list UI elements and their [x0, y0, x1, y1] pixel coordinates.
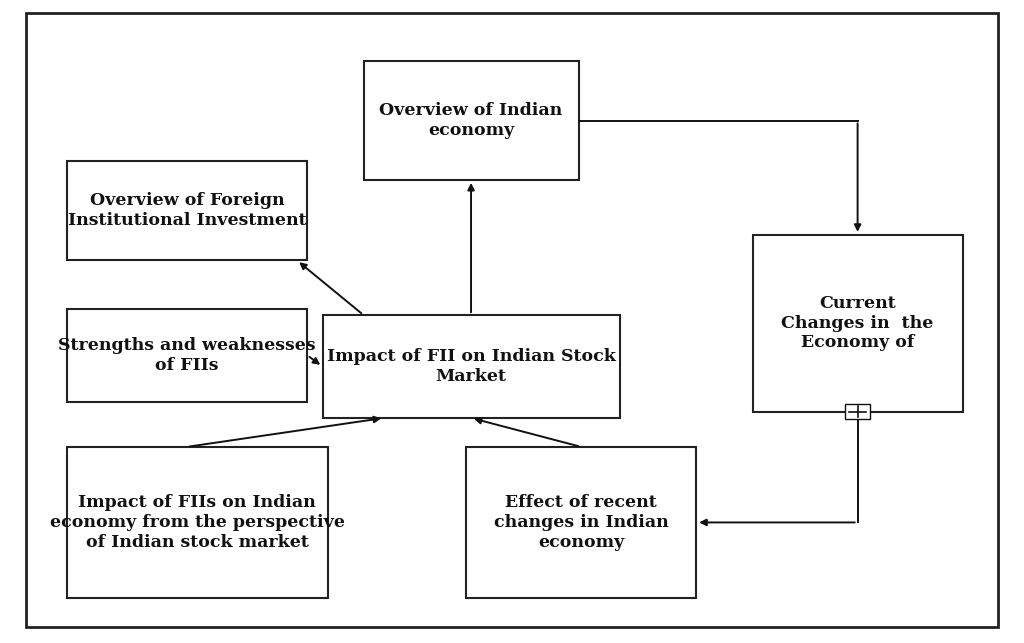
Bar: [67, 309, 307, 402]
Text: Impact of FIIs on Indian
economy from the perspective
of Indian stock market: Impact of FIIs on Indian economy from th…: [49, 494, 345, 550]
Bar: [466, 447, 696, 598]
Bar: [67, 447, 328, 598]
Bar: [753, 235, 963, 412]
Text: Strengths and weaknesses
of FIIs: Strengths and weaknesses of FIIs: [58, 337, 315, 374]
Bar: [67, 161, 307, 260]
Text: Impact of FII on Indian Stock
Market: Impact of FII on Indian Stock Market: [327, 349, 615, 385]
Text: Overview of Indian
economy: Overview of Indian economy: [380, 102, 562, 139]
Bar: [846, 404, 870, 419]
Text: Overview of Foreign
Institutional Investment: Overview of Foreign Institutional Invest…: [68, 192, 306, 229]
Bar: [323, 315, 620, 418]
Text: Effect of recent
changes in Indian
economy: Effect of recent changes in Indian econo…: [494, 494, 669, 550]
Text: Current
Changes in  the
Economy of: Current Changes in the Economy of: [781, 295, 934, 351]
Bar: [364, 61, 579, 180]
